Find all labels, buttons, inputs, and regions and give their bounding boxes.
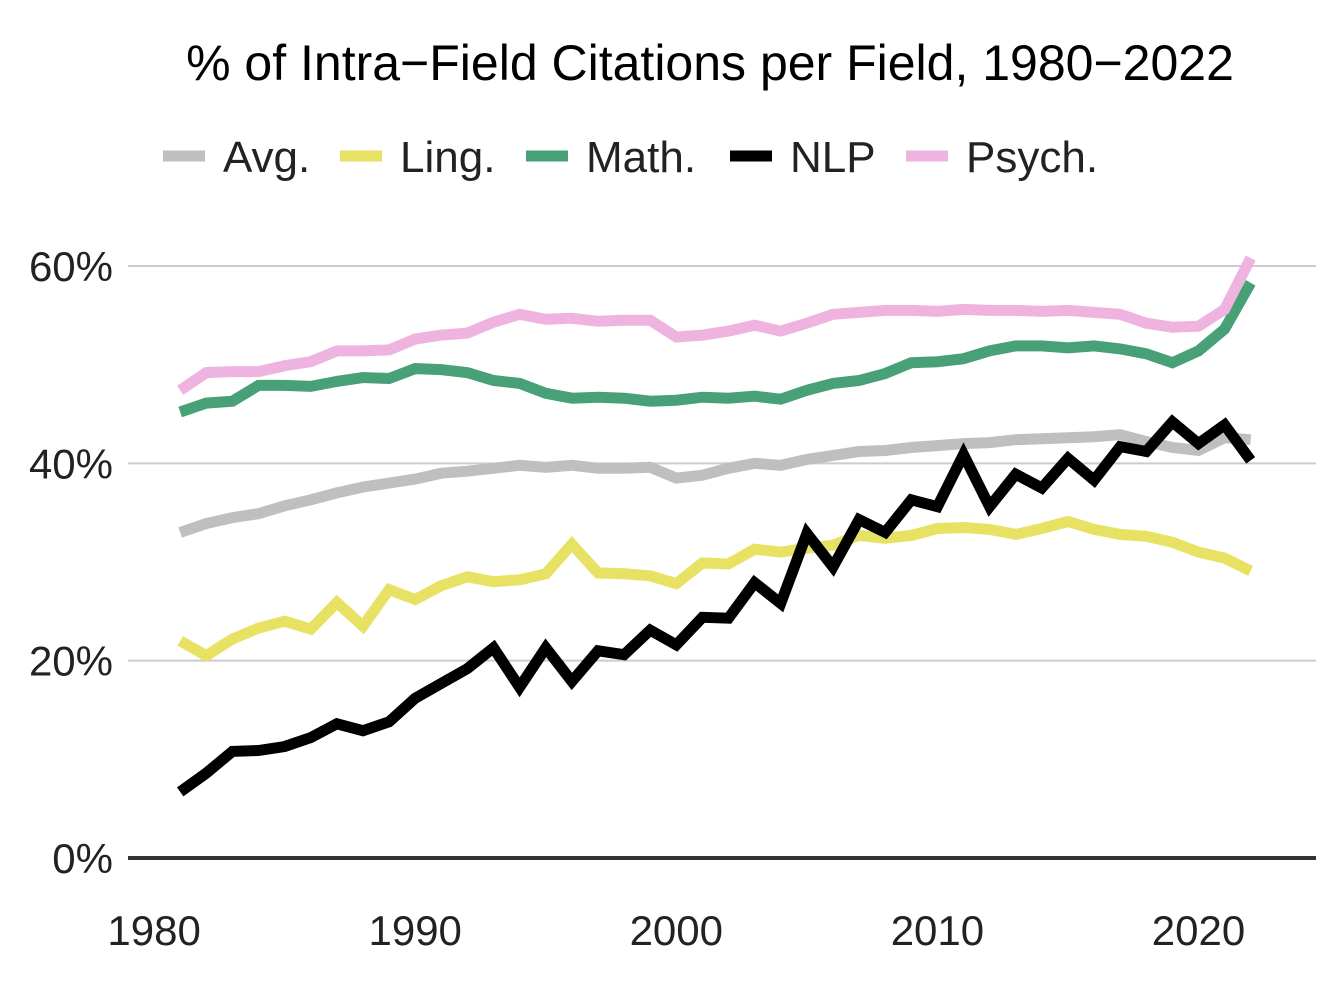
y-tick-label: 40%	[29, 440, 113, 487]
legend-item-ling: Ling.	[340, 133, 495, 182]
series-line-psych	[177, 255, 1256, 395]
legend-item-math: Math.	[526, 133, 696, 182]
series-line-math	[178, 280, 1256, 418]
series-line-ling	[177, 515, 1254, 663]
legend-label: Avg.	[223, 133, 310, 182]
legend-label: Math.	[586, 133, 696, 182]
x-tick-label: 1980	[107, 907, 200, 954]
legend-label: NLP	[790, 133, 876, 182]
legend: Avg. Ling. Math. NLP Psych.	[163, 133, 1098, 182]
y-tick-label: 60%	[29, 243, 113, 290]
y-tick-label: 0%	[52, 835, 113, 882]
legend-item-avg: Avg.	[163, 133, 310, 182]
x-tick-label: 2000	[630, 907, 723, 954]
axes: 0% 20% 40% 60% 1980 1990 2000 2010 2020	[29, 243, 1316, 954]
x-tick-label: 1990	[368, 907, 461, 954]
x-tick-label: 2020	[1152, 907, 1245, 954]
chart-title: % of Intra−Field Citations per Field, 19…	[186, 35, 1234, 91]
legend-item-nlp: NLP	[730, 133, 876, 182]
legend-item-psych: Psych.	[906, 133, 1098, 182]
series-line-nlp	[176, 414, 1256, 797]
x-tick-label: 2010	[891, 907, 984, 954]
series-lines	[176, 255, 1256, 797]
gridlines	[128, 265, 1316, 662]
series-line-avg	[178, 429, 1252, 538]
y-tick-label: 20%	[29, 638, 113, 685]
legend-label: Psych.	[966, 133, 1098, 182]
legend-label: Ling.	[400, 133, 495, 182]
